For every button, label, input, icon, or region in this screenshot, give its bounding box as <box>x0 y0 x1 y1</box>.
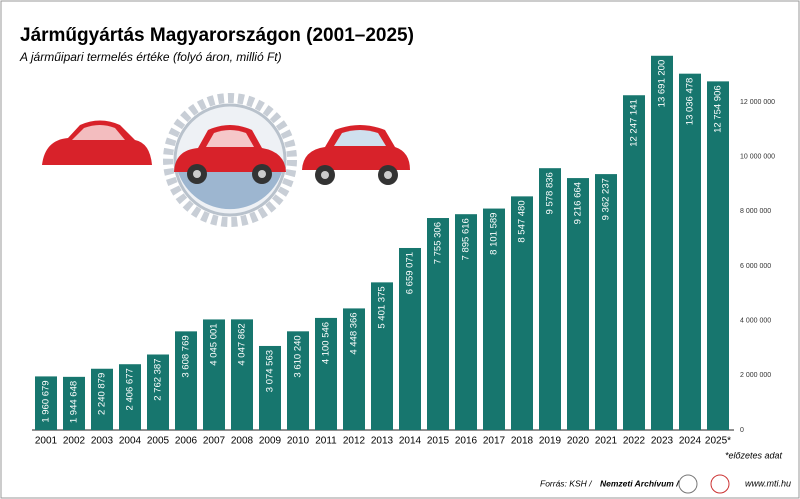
x-tick-label: 2004 <box>119 436 142 447</box>
value-label: 4 045 001 <box>209 323 220 365</box>
value-label: 4 448 366 <box>349 312 360 354</box>
value-label: 12 247 141 <box>629 99 640 147</box>
y-tick-label: 10 000 000 <box>740 154 775 161</box>
value-label: 1 960 679 <box>41 380 52 422</box>
y-tick-label: 2 000 000 <box>740 372 771 379</box>
value-label: 8 101 589 <box>489 213 500 255</box>
x-tick-label: 2012 <box>343 436 366 447</box>
x-tick-label: 2019 <box>539 436 562 447</box>
value-label: 12 754 906 <box>713 85 724 133</box>
y-tick-label: 0 <box>740 427 744 434</box>
x-tick-label: 2020 <box>567 436 590 447</box>
value-label: 13 691 200 <box>657 60 668 108</box>
x-tick-label: 2001 <box>35 436 58 447</box>
bar <box>147 354 169 430</box>
x-tick-label: 2011 <box>315 436 337 447</box>
y-tick-label: 8 000 000 <box>740 208 771 215</box>
bar <box>343 308 365 430</box>
bar <box>623 95 645 430</box>
bar <box>35 376 57 430</box>
bar <box>511 196 533 430</box>
x-tick-label: 2014 <box>399 436 422 447</box>
y-tick-label: 4 000 000 <box>740 318 771 325</box>
value-label: 9 362 237 <box>601 178 612 220</box>
note: *előzetes adat <box>725 450 783 460</box>
x-tick-label: 2008 <box>231 436 254 447</box>
x-tick-label: 2025* <box>705 436 731 447</box>
value-label: 1 944 648 <box>69 381 80 423</box>
x-tick-label: 2009 <box>259 436 282 447</box>
value-label: 2 762 387 <box>153 358 164 400</box>
logo <box>678 474 698 494</box>
bar <box>567 178 589 430</box>
x-tick-label: 2002 <box>63 436 86 447</box>
chart-subtitle: A járműipari termelés értéke (folyó áron… <box>19 50 282 64</box>
illustration <box>42 93 410 227</box>
value-label: 3 610 240 <box>293 335 304 377</box>
bar <box>455 214 477 430</box>
bar <box>595 174 617 430</box>
bar <box>483 208 505 430</box>
website: www.mti.hu <box>745 478 791 488</box>
x-tick-label: 2013 <box>371 436 394 447</box>
x-tick-label: 2021 <box>595 436 618 447</box>
value-label: 13 036 478 <box>685 78 696 126</box>
bar <box>119 364 141 430</box>
source: Forrás: KSH / <box>540 478 593 488</box>
bar <box>651 55 673 430</box>
value-label: 2 240 879 <box>97 373 108 415</box>
value-label: 2 406 677 <box>125 368 136 410</box>
bar <box>679 73 701 430</box>
bar <box>707 81 729 430</box>
value-label: 9 578 836 <box>545 172 556 214</box>
x-tick-label: 2017 <box>483 436 506 447</box>
x-tick-label: 2016 <box>455 436 478 447</box>
bar <box>315 317 337 430</box>
logo <box>710 474 730 494</box>
value-label: 3 074 563 <box>265 350 276 392</box>
value-label: 7 755 306 <box>433 222 444 264</box>
bar <box>371 282 393 430</box>
x-tick-label: 2022 <box>623 436 646 447</box>
x-tick-label: 2003 <box>91 436 114 447</box>
bar <box>91 368 113 430</box>
chart-title: Járműgyártás Magyarországon (2001–2025) <box>20 25 414 46</box>
x-tick-label: 2023 <box>651 436 674 447</box>
value-label: 4 047 862 <box>237 323 248 365</box>
y-tick-label: 6 000 000 <box>740 263 771 270</box>
value-label: 7 895 616 <box>461 218 472 260</box>
x-tick-label: 2006 <box>175 436 198 447</box>
bar <box>259 345 281 430</box>
bar <box>203 319 225 430</box>
x-tick-label: 2018 <box>511 436 534 447</box>
value-label: 4 100 546 <box>321 322 332 364</box>
bar <box>399 247 421 430</box>
x-tick-label: 2015 <box>427 436 450 447</box>
value-label: 6 659 071 <box>405 252 416 294</box>
bar <box>539 168 561 431</box>
value-label: 3 608 769 <box>181 335 192 377</box>
bar <box>287 331 309 430</box>
bar <box>63 376 85 430</box>
bar <box>231 319 253 430</box>
source-bold: Nemzeti Archívum / MTI <box>600 478 696 488</box>
bar <box>175 331 197 430</box>
value-label: 5 401 375 <box>377 286 388 328</box>
bar <box>427 218 449 430</box>
y-tick-label: 12 000 000 <box>740 99 775 106</box>
x-tick-label: 2005 <box>147 436 170 447</box>
value-label: 9 216 664 <box>573 182 584 224</box>
x-tick-label: 2007 <box>203 436 226 447</box>
value-label: 8 547 480 <box>517 200 528 242</box>
x-tick-label: 2010 <box>287 436 310 447</box>
x-tick-label: 2024 <box>679 436 702 447</box>
